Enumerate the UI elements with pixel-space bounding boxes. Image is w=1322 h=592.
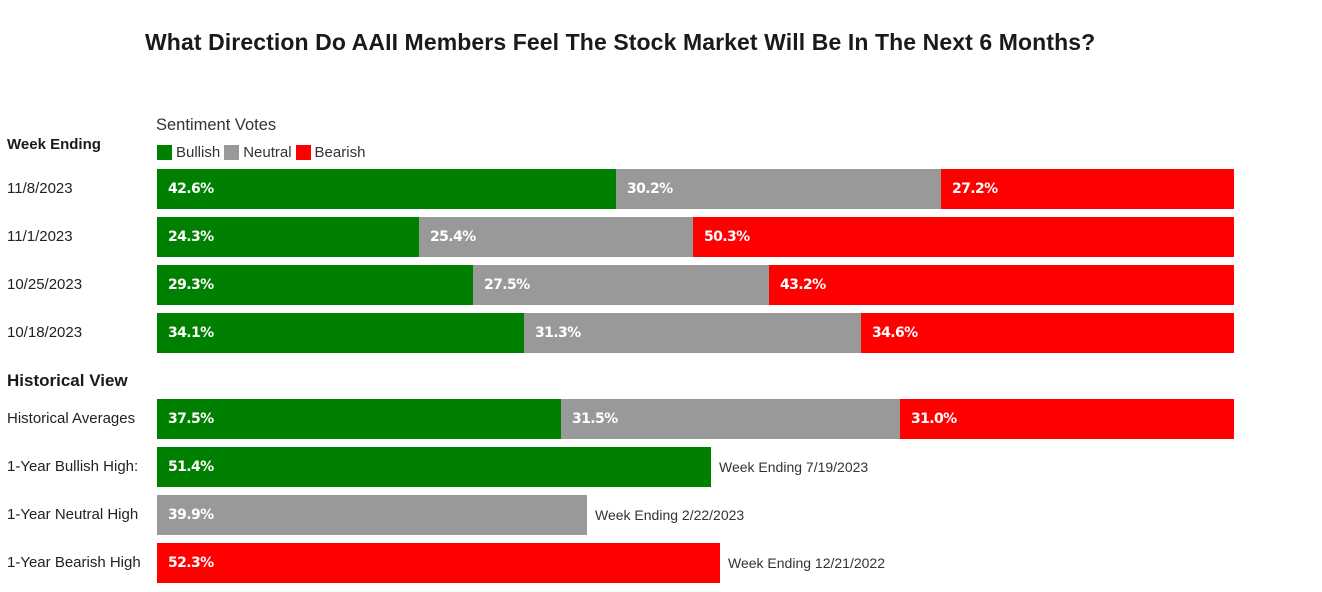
high-bearish-bar: 52.3%: [157, 543, 720, 583]
legend-swatch-bearish: [295, 145, 311, 160]
legend-title: Sentiment Votes: [156, 116, 277, 134]
high-bearish-note: Week Ending 12/21/2022: [728, 555, 885, 571]
week-3-bullish-bar: 34.1%: [157, 313, 524, 353]
legend-item-neutral: Neutral: [224, 144, 292, 161]
historical-average-label: Historical Averages: [7, 410, 136, 427]
legend-label-neutral: Neutral: [243, 144, 292, 161]
week-0-neutral-bar: 30.2%: [616, 169, 941, 209]
week-3-bearish-bar: 34.6%: [861, 313, 1234, 353]
week-2-bearish-bar: 43.2%: [769, 265, 1234, 305]
legend: Bullish Neutral Bearish: [157, 144, 369, 161]
historical-view-header: Historical View: [7, 371, 128, 390]
week-label-3: 10/18/2023: [7, 324, 83, 341]
legend-swatch-neutral: [224, 145, 240, 160]
week-label-0: 11/8/2023: [7, 180, 73, 197]
week-label-2: 10/25/2023: [7, 276, 83, 293]
historical-average-bearish-bar: 31.0%: [900, 399, 1234, 439]
high-neutral-note: Week Ending 2/22/2023: [595, 507, 745, 523]
high-label-neutral: 1-Year Neutral High: [7, 506, 139, 523]
week-1-neutral-bar: 25.4%: [419, 217, 693, 257]
legend-label-bearish: Bearish: [314, 144, 366, 161]
legend-item-bullish: Bullish: [157, 144, 220, 161]
week-1-bullish-bar: 24.3%: [157, 217, 419, 257]
high-bullish-note: Week Ending 7/19/2023: [719, 459, 869, 475]
week-2-neutral-bar: 27.5%: [473, 265, 769, 305]
high-label-bullish: 1-Year Bullish High:: [7, 458, 139, 475]
historical-average-bullish-bar: 37.5%: [157, 399, 561, 439]
week-3-neutral-bar: 31.3%: [524, 313, 861, 353]
high-neutral-bar: 39.9%: [157, 495, 587, 535]
legend-label-bullish: Bullish: [176, 144, 221, 161]
week-1-bearish-bar: 50.3%: [693, 217, 1234, 257]
week-0-bullish-bar: 42.6%: [157, 169, 616, 209]
week-label-1: 11/1/2023: [7, 228, 73, 245]
high-label-bearish: 1-Year Bearish High: [7, 554, 141, 571]
week-ending-header: Week Ending: [7, 136, 101, 153]
legend-swatch-bullish: [157, 145, 172, 160]
historical-average-neutral-bar: 31.5%: [561, 399, 900, 439]
legend-item-bearish: Bearish: [295, 144, 366, 161]
high-bullish-bar: 51.4%: [157, 447, 711, 487]
week-0-bearish-bar: 27.2%: [941, 169, 1234, 209]
week-2-bullish-bar: 29.3%: [157, 265, 473, 305]
chart-title: What Direction Do AAII Members Feel The …: [145, 29, 1096, 55]
